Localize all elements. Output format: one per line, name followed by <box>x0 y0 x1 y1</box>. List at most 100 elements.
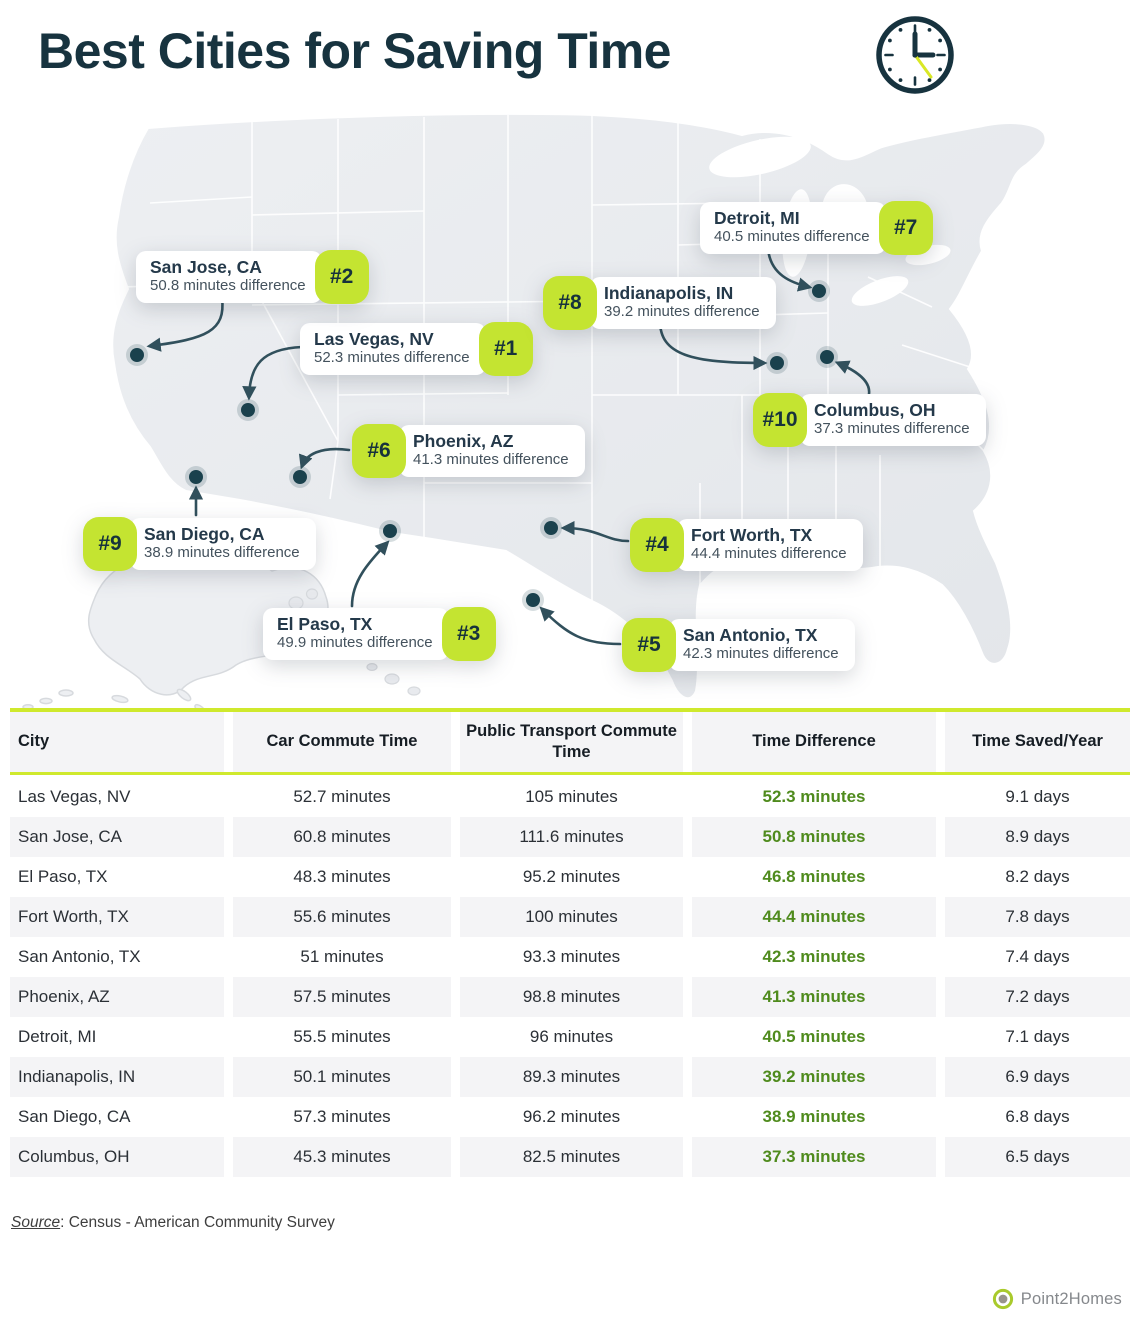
cell-time-difference: 38.9 minutes <box>762 1107 866 1126</box>
map-label-city: San Diego, CA <box>144 523 265 544</box>
brand-name: Point2Homes <box>1020 1289 1122 1308</box>
rank-badge: #5 <box>622 618 676 672</box>
cell-time-saved: 7.4 days <box>1005 947 1070 966</box>
table-row-detroit-mi: Detroit, MI 55.5 minutes 96 minutes 40.5… <box>10 1017 1130 1057</box>
cell-public-commute: 105 minutes <box>525 787 618 806</box>
rank-badge: #8 <box>543 276 597 330</box>
page-title: Best Cities for Saving Time <box>38 23 671 79</box>
map-dot-detroit <box>808 280 830 302</box>
pointer-arrows <box>146 246 871 646</box>
cell-public-commute: 96.2 minutes <box>522 1107 621 1126</box>
commute-table: City Car Commute Time Public Transport C… <box>10 708 1130 1177</box>
map-label-card: San Diego, CA 38.9 minutes difference <box>130 517 316 571</box>
cell-car-commute: 57.5 minutes <box>233 977 451 1017</box>
city-markers <box>126 280 838 611</box>
map-label-difference: 52.3 minutes difference <box>314 349 470 367</box>
arrow-san-jose <box>146 296 224 352</box>
cell-car-commute: 48.3 minutes <box>293 867 391 886</box>
brand-footer: Point2Homes <box>992 1288 1122 1310</box>
map-label-phoenix-az: Phoenix, AZ 41.3 minutes difference #6 <box>352 424 585 478</box>
map-label-las-vegas-nv: Las Vegas, NV 52.3 minutes difference #1 <box>300 322 533 376</box>
cell-time-saved: 6.5 days <box>945 1137 1130 1177</box>
cell-city: San Antonio, TX <box>18 947 141 966</box>
cell-time-saved: 6.8 days <box>1005 1107 1070 1126</box>
cell-time-difference: 42.3 minutes <box>762 947 866 966</box>
rank-badge: #7 <box>878 201 933 255</box>
map-label-card: Indianapolis, IN 39.2 minutes difference <box>590 276 776 330</box>
cell-public-commute: 95.2 minutes <box>522 867 621 886</box>
cell-car-commute: 45.3 minutes <box>233 1137 451 1177</box>
map-label-city: Las Vegas, NV <box>314 328 434 349</box>
cell-city: Las Vegas, NV <box>18 787 131 806</box>
map-label-difference: 38.9 minutes difference <box>144 544 300 562</box>
cell-city: Phoenix, AZ <box>10 977 224 1017</box>
map-label-card: Fort Worth, TX 44.4 minutes difference <box>677 518 863 572</box>
cell-public-commute: 111.6 minutes <box>460 817 683 857</box>
map-label-card: Columbus, OH 37.3 minutes difference <box>800 393 986 447</box>
column-header-time-saved: Time Saved/Year <box>945 712 1130 772</box>
alaska-shape <box>22 551 329 715</box>
cell-car-commute: 60.8 minutes <box>233 817 451 857</box>
map-dot-san-antonio <box>522 589 544 611</box>
arrow-detroit <box>766 246 813 292</box>
cell-public-commute: 98.8 minutes <box>460 977 683 1017</box>
map-label-city: El Paso, TX <box>277 613 373 634</box>
map-label-difference: 37.3 minutes difference <box>814 420 970 438</box>
rank-badge: #9 <box>83 517 137 571</box>
map-dot-fort-worth <box>540 517 562 539</box>
table-row-phoenix-az: Phoenix, AZ 57.5 minutes 98.8 minutes 41… <box>10 977 1130 1017</box>
map-label-card: El Paso, TX 49.9 minutes difference <box>263 607 449 661</box>
map-label-san-diego-ca: San Diego, CA 38.9 minutes difference #9 <box>83 517 316 571</box>
cell-time-difference: 41.3 minutes <box>692 977 936 1017</box>
source-note: Source: Census - American Community Surv… <box>11 1214 335 1232</box>
map-label-difference: 44.4 minutes difference <box>691 545 847 563</box>
map-label-difference: 41.3 minutes difference <box>413 451 569 469</box>
map-label-card: San Jose, CA 50.8 minutes difference <box>136 250 322 304</box>
cell-public-commute: 100 minutes <box>460 897 683 937</box>
map-label-difference: 49.9 minutes difference <box>277 634 433 652</box>
map-dot-el-paso <box>379 520 401 542</box>
map-label-city: Indianapolis, IN <box>604 282 734 303</box>
map-label-card: Detroit, MI 40.5 minutes difference <box>700 201 886 255</box>
source-label: Source <box>11 1214 61 1231</box>
cell-time-saved: 6.9 days <box>945 1057 1130 1097</box>
column-header-time-difference: Time Difference <box>692 712 936 772</box>
map-label-city: Phoenix, AZ <box>413 430 514 451</box>
table-row-columbus-oh: Columbus, OH 45.3 minutes 82.5 minutes 3… <box>10 1137 1130 1177</box>
map-dot-phoenix <box>289 466 311 488</box>
column-header-car-commute: Car Commute Time <box>233 712 451 772</box>
map-label-card: Phoenix, AZ 41.3 minutes difference <box>399 424 585 478</box>
map-dot-las-vegas <box>237 399 259 421</box>
table-body: Las Vegas, NV 52.7 minutes 105 minutes 5… <box>10 775 1130 1177</box>
map-label-difference: 39.2 minutes difference <box>604 303 760 321</box>
point2homes-icon <box>992 1288 1013 1310</box>
table-row-san-jose-ca: San Jose, CA 60.8 minutes 111.6 minutes … <box>10 817 1130 857</box>
rank-badge: #10 <box>753 393 807 447</box>
map-label-san-jose-ca: San Jose, CA 50.8 minutes difference #2 <box>136 250 369 304</box>
rank-badge: #3 <box>441 607 496 661</box>
cell-city: El Paso, TX <box>18 867 108 886</box>
table-row-las-vegas-nv: Las Vegas, NV 52.7 minutes 105 minutes 5… <box>10 777 1130 817</box>
arrow-phoenix <box>298 447 351 470</box>
cell-city: Indianapolis, IN <box>10 1057 224 1097</box>
map-label-detroit-mi: Detroit, MI 40.5 minutes difference #7 <box>700 201 933 255</box>
table-row-san-antonio-tx: San Antonio, TX 51 minutes 93.3 minutes … <box>10 937 1130 977</box>
map-dot-san-jose <box>126 344 148 366</box>
map-label-city: Fort Worth, TX <box>691 524 813 545</box>
cell-time-saved: 7.1 days <box>1005 1027 1070 1046</box>
column-header-city: City <box>10 712 224 772</box>
cell-time-saved: 8.2 days <box>1005 867 1070 886</box>
map-dot-columbus <box>816 346 838 368</box>
clock-icon-svg <box>876 16 954 94</box>
rank-badge: #4 <box>630 518 684 572</box>
map-label-card: Las Vegas, NV 52.3 minutes difference <box>300 322 486 376</box>
cell-car-commute: 55.6 minutes <box>233 897 451 937</box>
map-label-difference: 40.5 minutes difference <box>714 228 870 246</box>
arrow-columbus <box>834 360 871 396</box>
cell-time-difference: 39.2 minutes <box>692 1057 936 1097</box>
map-dot-san-diego <box>185 466 207 488</box>
cell-city: San Diego, CA <box>18 1107 131 1126</box>
cell-time-saved: 7.2 days <box>945 977 1130 1017</box>
map-label-city: San Antonio, TX <box>683 624 818 645</box>
table-row-san-diego-ca: San Diego, CA 57.3 minutes 96.2 minutes … <box>10 1097 1130 1137</box>
